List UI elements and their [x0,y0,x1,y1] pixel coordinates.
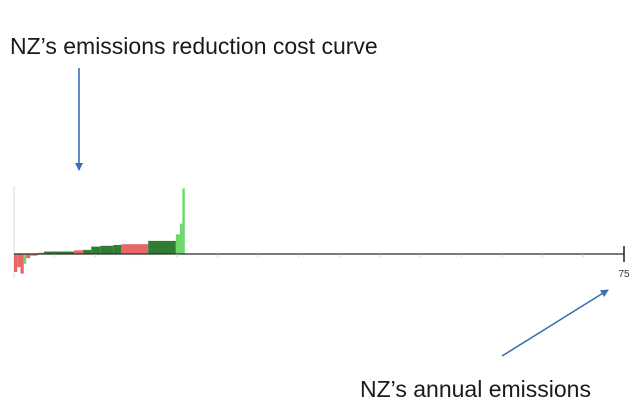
cost-curve-bar [37,252,45,254]
cost-curve-bar [179,223,183,254]
cost-curve-bar [17,254,21,268]
bottom-annotation: NZ’s annual emissions [360,376,591,402]
bottom-arrow [501,289,609,357]
cost-curve-bar [30,254,38,256]
cost-curve-bar [14,254,18,273]
cost-curve-bar [26,254,31,259]
x-ticks [54,254,584,257]
cost-curve-bar [44,251,75,254]
cost-curve-bar [83,249,92,254]
cost-curve-bar [182,188,185,254]
cost-curve-bar [74,250,84,254]
cost-curve-bar [113,244,122,254]
cost-curve-bar [20,254,24,274]
cost-curve-bar [175,234,180,254]
cost-curve-bar [100,245,114,254]
bars-group [14,188,185,274]
x-axis-end-label: 75 [618,269,630,280]
top-annotation: NZ’s emissions reduction cost curve [10,33,378,59]
cost-curve-bar [91,246,101,254]
cost-curve-bar [148,240,176,254]
cost-curve-bar [23,254,27,264]
cost-curve-bar [121,244,149,254]
